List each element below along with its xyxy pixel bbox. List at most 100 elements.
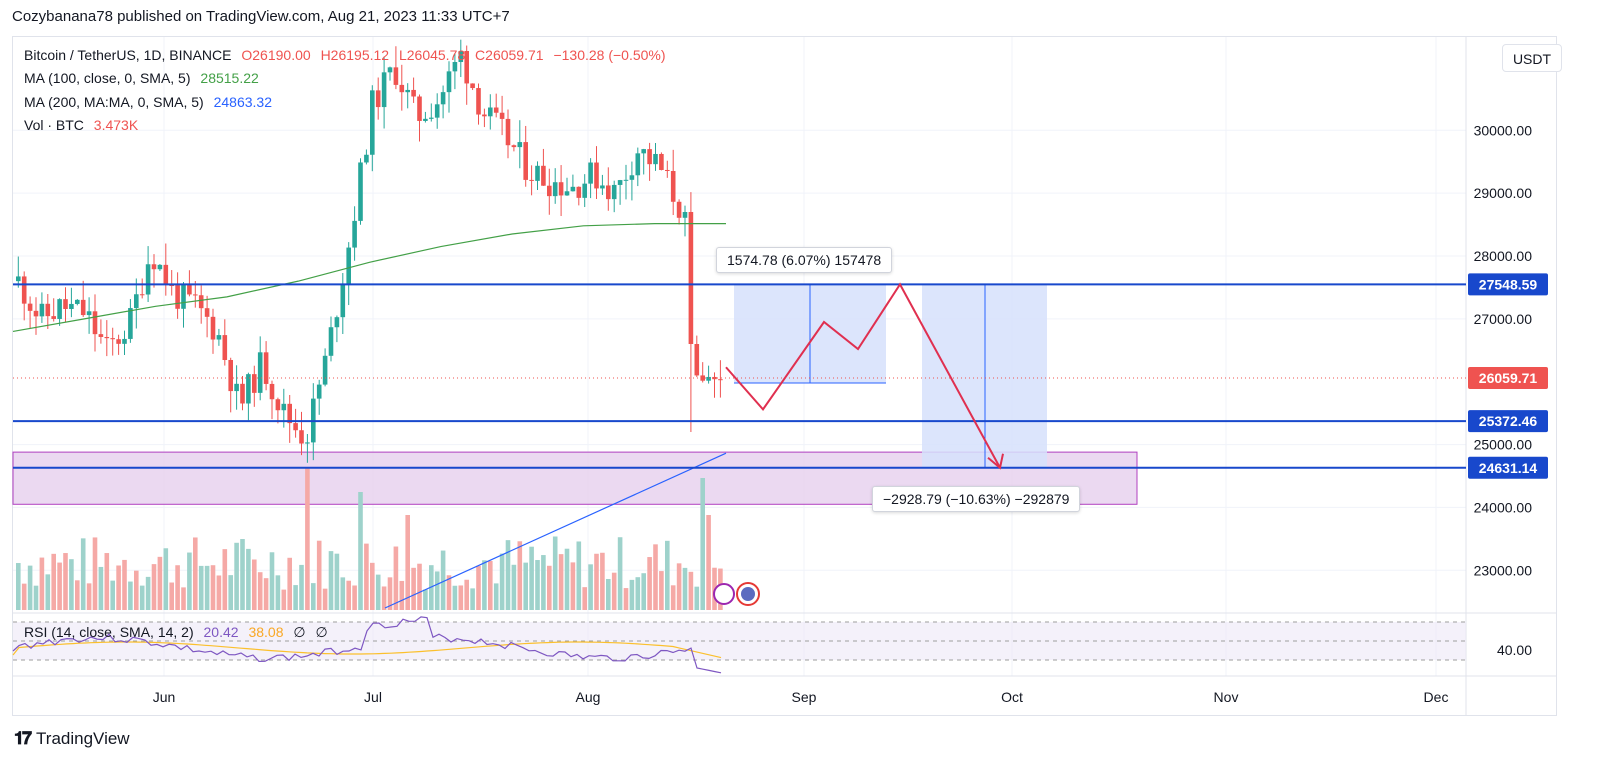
ma200-value: 24863.32 [213,94,273,110]
volume-bar [641,573,646,610]
volume-bar [281,589,287,610]
candle-body [240,383,245,404]
candle-body [411,89,416,97]
volume-bar [263,578,269,610]
volume-value: 3.473K [93,117,139,133]
volume-bar [364,543,369,610]
tradingview-logo-icon: 𝟏𝟕 [14,728,32,748]
candle-body [75,299,80,304]
ma200-legend[interactable]: MA (200, MA:MA, 0, SMA, 5) 24863.32 [24,94,278,110]
x-tick-label: Sep [792,689,817,705]
candle-body [352,220,357,248]
rsi-legend[interactable]: RSI (14, close, SMA, 14, 2) 20.42 38.08 … [24,624,334,641]
candle-body [564,191,570,196]
volume-bar [417,563,422,610]
candle-body [104,336,110,339]
symbol-name[interactable]: Bitcoin / TetherUS, 1D, BINANCE [24,47,232,63]
volume-bar [204,565,210,610]
footer-brand[interactable]: 𝟏𝟕 TradingView [14,728,130,749]
volume-bar [606,578,611,610]
volume-bar [411,567,416,610]
ohlc-low: L26045.78 [398,47,466,63]
volume-bar [464,579,469,610]
volume-bar [69,559,74,610]
candle-body [80,299,86,316]
x-tick-label: Jun [153,689,176,705]
volume-bar [334,553,340,610]
candle-body [387,67,393,73]
volume-bar [116,565,121,610]
candle-body [375,90,381,108]
volume-bar [541,555,546,610]
rsi-value: 20.42 [203,624,239,640]
volume-bar [470,588,475,610]
ohlc-change: −130.28 (−0.50%) [553,47,666,63]
candle-body [263,352,269,384]
volume-bar [45,574,51,610]
y-tick-label: 30000.00 [1474,122,1533,138]
volume-bar [706,515,711,610]
candle-body [169,285,174,287]
volume-bar [440,550,446,610]
candle-body [134,294,139,309]
candle-body [346,247,351,285]
y-tick-label: 24000.00 [1474,499,1533,515]
candle-body [517,142,523,148]
rsi-empty-1: ∅ [293,624,306,640]
candle-body [358,162,363,221]
ma100-line [12,223,726,333]
candle-body [611,184,617,200]
price-label: 26059.71 [1479,370,1538,386]
candle-body [653,153,658,165]
candle-body [600,185,605,189]
candle-body [588,162,593,184]
candle-body [145,264,151,295]
candle-body [187,284,192,295]
currency-button[interactable]: USDT [1502,44,1562,72]
volume-bar [163,548,169,610]
candle-body [641,149,646,154]
volume-bar [311,583,316,610]
volume-bar [305,468,310,610]
volume-bar [393,546,399,610]
candle-body [269,383,275,400]
volume-bar [576,541,582,610]
candle-body [63,299,68,309]
volume-bar [134,570,139,610]
volume-bar [682,567,688,610]
candle-body [228,359,233,392]
volume-bar [458,585,464,610]
volume-bar [676,563,682,610]
candle-body [670,170,676,202]
volume-bar [476,565,481,610]
volume-legend[interactable]: Vol · BTC 3.473K [24,117,144,133]
candle-body [452,62,458,72]
candle-body [718,379,723,381]
volume-bar [145,576,151,610]
rsi-tick-label: 40.00 [1497,642,1532,658]
candle-body [21,276,27,304]
candle-body [576,186,582,198]
candle-body [523,142,528,180]
volume-bar [488,560,493,610]
volume-bar [216,575,222,610]
candle-body [234,383,239,392]
candle-body [493,107,499,113]
ma100-legend[interactable]: MA (100, close, 0, SMA, 5) 28515.22 [24,70,265,86]
volume-bar [92,537,98,610]
volume-bar [275,575,281,610]
candle-body [606,185,611,200]
candle-body [511,145,517,148]
candle-body [175,285,180,309]
volume-bar [659,571,664,610]
volume-bar [594,553,599,610]
candle-body [69,303,74,309]
price-label-bg [1468,410,1548,433]
volume-bar [299,564,304,610]
volume-label: Vol · BTC [24,117,84,133]
volume-bar [51,553,56,610]
candle-body [210,316,216,340]
x-tick-label: Jul [364,689,382,705]
volume-bar [629,579,635,610]
